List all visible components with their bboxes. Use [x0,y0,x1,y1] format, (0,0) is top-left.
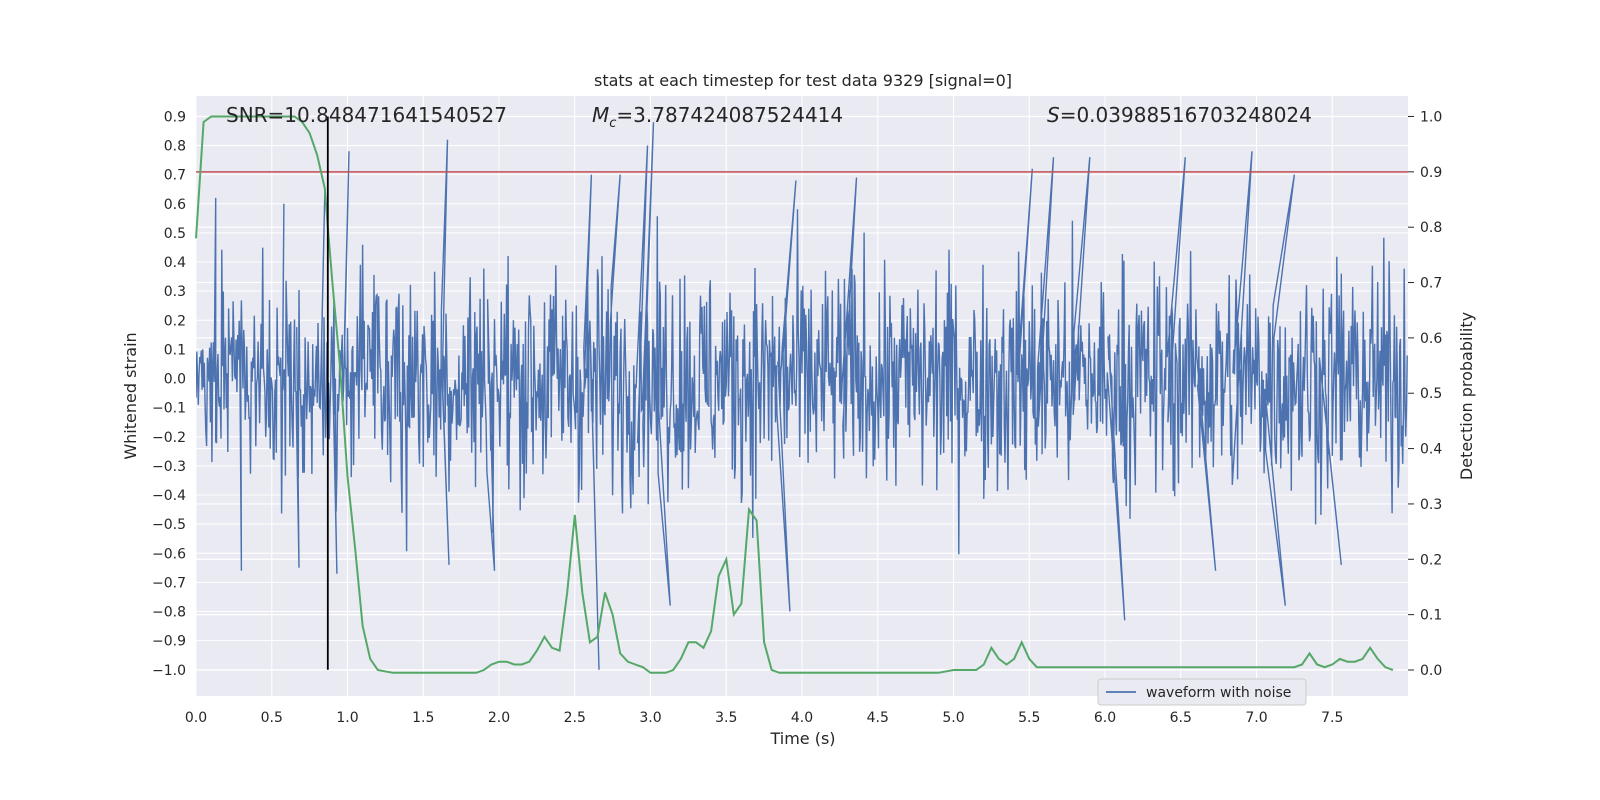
s-symbol: S [1047,103,1060,127]
y-tick-label: −0.3 [152,459,186,475]
y2-tick-label: 0.5 [1420,386,1442,402]
chirp-mass-value: =3.787424087524414 [616,103,843,127]
y-tick-label: −0.6 [152,546,186,562]
x-tick-label: 1.5 [412,710,434,726]
legend-label-waveform: waveform with noise [1146,685,1291,701]
waveform-with-noise-series [196,122,1408,670]
y-tick-label: 0.4 [164,255,186,271]
chart-title: stats at each timestep for test data 932… [594,71,1012,90]
s-value: =0.03988516703248024 [1060,103,1312,127]
y-tick-label: 0.2 [164,313,186,329]
x-tick-label: 7.0 [1245,710,1267,726]
y-tick-label: 0.1 [164,342,186,358]
y-tick-label: 0.6 [164,197,186,213]
legend-box [1097,678,1307,706]
detection-probability-series [195,115,1394,674]
y-tick-label: −0.2 [152,430,186,446]
y2-tick-label: 0.0 [1420,663,1442,679]
x-tick-label: 2.0 [488,710,510,726]
y-tick-label: −0.8 [152,605,186,621]
y-tick-label: 0.7 [164,168,186,184]
x-tick-label: 5.5 [1018,710,1040,726]
y-axis-ticks: 0.9 0.8 0.7 0.6 0.5 0.4 0.3 0.2 0.1 0.0 −0.1 −0.2 −0… [152,109,186,678]
x-axis-label: Time (s) [769,729,835,748]
y2-axis-ticks: 1.0 0.9 0.8 0.7 0.6 0.5 0.4 0.3 0.2 0.1 0.0 [1408,109,1442,679]
legend: waveform with noise [1097,678,1307,706]
x-tick-label: 2.5 [564,710,586,726]
y-tick-label: −0.7 [152,575,186,591]
y2-tick-label: 0.3 [1420,497,1442,513]
y2-tick-label: 0.7 [1420,276,1442,292]
chirp-mass-subscript: c [609,116,616,131]
chirp-mass-symbol: M [592,103,609,127]
y-tick-label: −0.1 [152,401,186,417]
waveform-trace [196,122,1408,670]
x-tick-label: 0.0 [185,710,207,726]
y-tick-label: 0.8 [164,139,186,155]
s-annotation: S=0.03988516703248024 [1047,103,1312,127]
x-tick-label: 5.0 [942,710,964,726]
y-tick-label: −0.9 [152,634,186,650]
x-axis-ticks: 0.0 0.5 1.0 1.5 2.0 2.5 3.0 3.5 4.0 4.5 5.0 5.5 6.0 6… [185,710,1344,726]
y2-tick-label: 0.6 [1420,331,1442,347]
x-tick-label: 6.0 [1094,710,1116,726]
y-tick-label: −0.4 [152,488,186,504]
y-tick-label: −1.0 [152,663,186,679]
snr-annotation: SNR=10.848471641540527 [226,103,507,127]
y2-tick-label: 0.4 [1420,442,1442,458]
x-tick-label: 0.5 [261,710,283,726]
y2-axis-label: Detection probability [1457,312,1476,480]
y2-tick-label: 0.8 [1420,220,1442,236]
y-tick-label: 0.9 [164,109,186,125]
x-tick-label: 3.0 [639,710,661,726]
y-tick-label: 0.0 [164,372,186,388]
x-tick-label: 6.5 [1170,710,1192,726]
y-tick-label: −0.5 [152,517,186,533]
y-axis-label: Whitened strain [121,332,140,459]
y2-tick-label: 0.2 [1420,552,1442,568]
y2-tick-label: 1.0 [1420,109,1442,125]
x-tick-label: 4.5 [867,710,889,726]
y2-tick-label: 0.1 [1420,608,1442,624]
x-tick-label: 3.5 [715,710,737,726]
x-tick-label: 1.0 [336,710,358,726]
x-tick-label: 4.0 [791,710,813,726]
x-tick-label: 7.5 [1321,710,1343,726]
y2-tick-label: 0.9 [1420,165,1442,181]
y-tick-label: 0.3 [164,284,186,300]
chirp-mass-annotation: Mc=3.787424087524414 [592,103,843,131]
y-tick-label: 0.5 [164,226,186,242]
